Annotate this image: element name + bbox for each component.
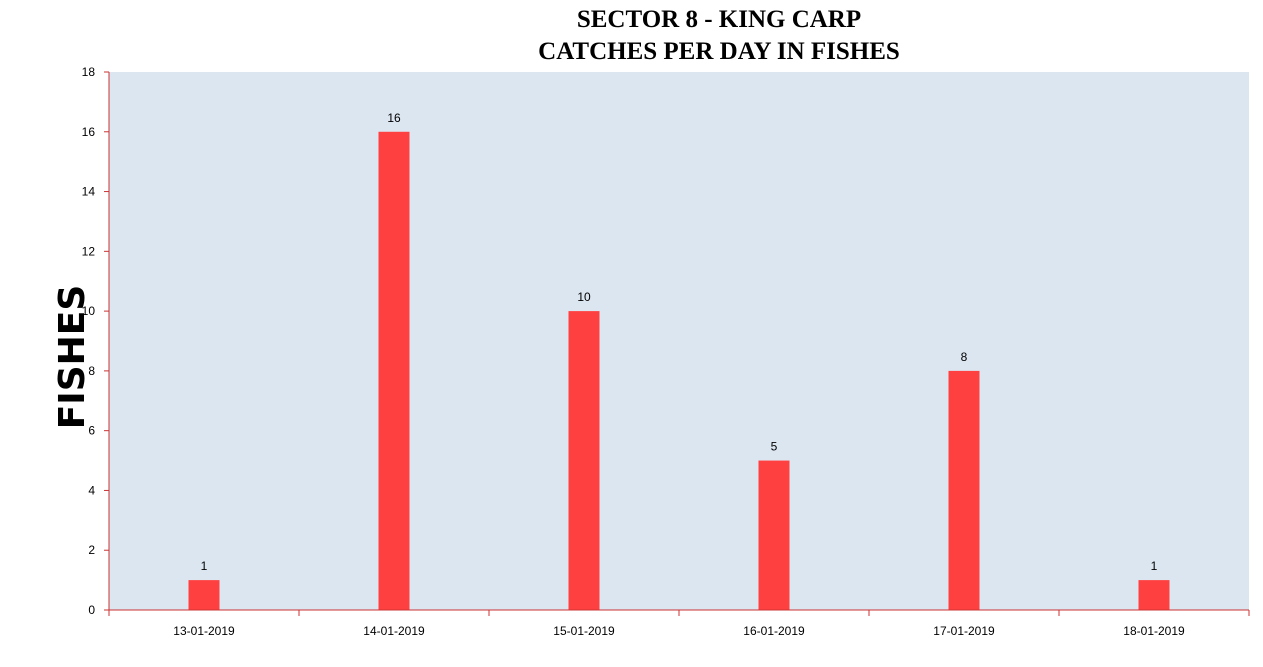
y-tick-labels: 0 2 4 6 8 10 12 14 16 18	[82, 65, 96, 617]
bars-group	[188, 131, 1170, 610]
y-tick-label-18: 18	[82, 65, 96, 79]
x-tick-label-17-01-2019: 17-01-2019	[933, 624, 995, 638]
y-tick-label-8: 8	[88, 364, 95, 378]
data-label-13-01-2019: 1	[201, 559, 208, 573]
x-tick-label-18-01-2019: 18-01-2019	[1123, 624, 1185, 638]
data-label-15-01-2019: 10	[577, 290, 591, 304]
data-label-18-01-2019: 1	[1151, 559, 1158, 573]
bar-17-01-2019	[948, 370, 980, 610]
chart-title-line-2: CATCHES PER DAY IN FISHES	[538, 38, 900, 65]
x-tick-label-14-01-2019: 14-01-2019	[363, 624, 425, 638]
bar-13-01-2019	[188, 580, 220, 610]
axes-group	[104, 71, 1250, 616]
y-tick-label-2: 2	[88, 543, 95, 557]
y-tick-label-0: 0	[88, 603, 95, 617]
data-label-14-01-2019: 16	[387, 111, 401, 125]
data-label-17-01-2019: 8	[961, 350, 968, 364]
bar-14-01-2019	[378, 131, 410, 610]
x-tick-label-13-01-2019: 13-01-2019	[173, 624, 235, 638]
bar-15-01-2019	[568, 311, 600, 610]
x-tick-labels: 13-01-2019 14-01-2019 15-01-2019 16-01-2019…	[173, 624, 1185, 638]
x-tick-label-15-01-2019: 15-01-2019	[553, 624, 615, 638]
y-tick-label-10: 10	[82, 304, 96, 318]
chart-title-line-1: SECTOR 8 - KING CARP	[577, 6, 861, 33]
y-tick-label-6: 6	[88, 424, 95, 438]
y-tick-label-16: 16	[82, 125, 96, 139]
y-axis-title: FISHES	[52, 285, 93, 430]
bar-16-01-2019	[758, 460, 790, 610]
data-labels-group: 1 16 10 5 8 1	[201, 111, 1158, 573]
bar-18-01-2019	[1138, 580, 1170, 610]
plot-area	[109, 72, 1249, 610]
x-tick-label-16-01-2019: 16-01-2019	[743, 624, 805, 638]
y-tick-label-14: 14	[82, 185, 96, 199]
y-tick-label-4: 4	[88, 483, 95, 497]
data-label-16-01-2019: 5	[771, 440, 778, 454]
y-tick-label-12: 12	[82, 244, 96, 258]
